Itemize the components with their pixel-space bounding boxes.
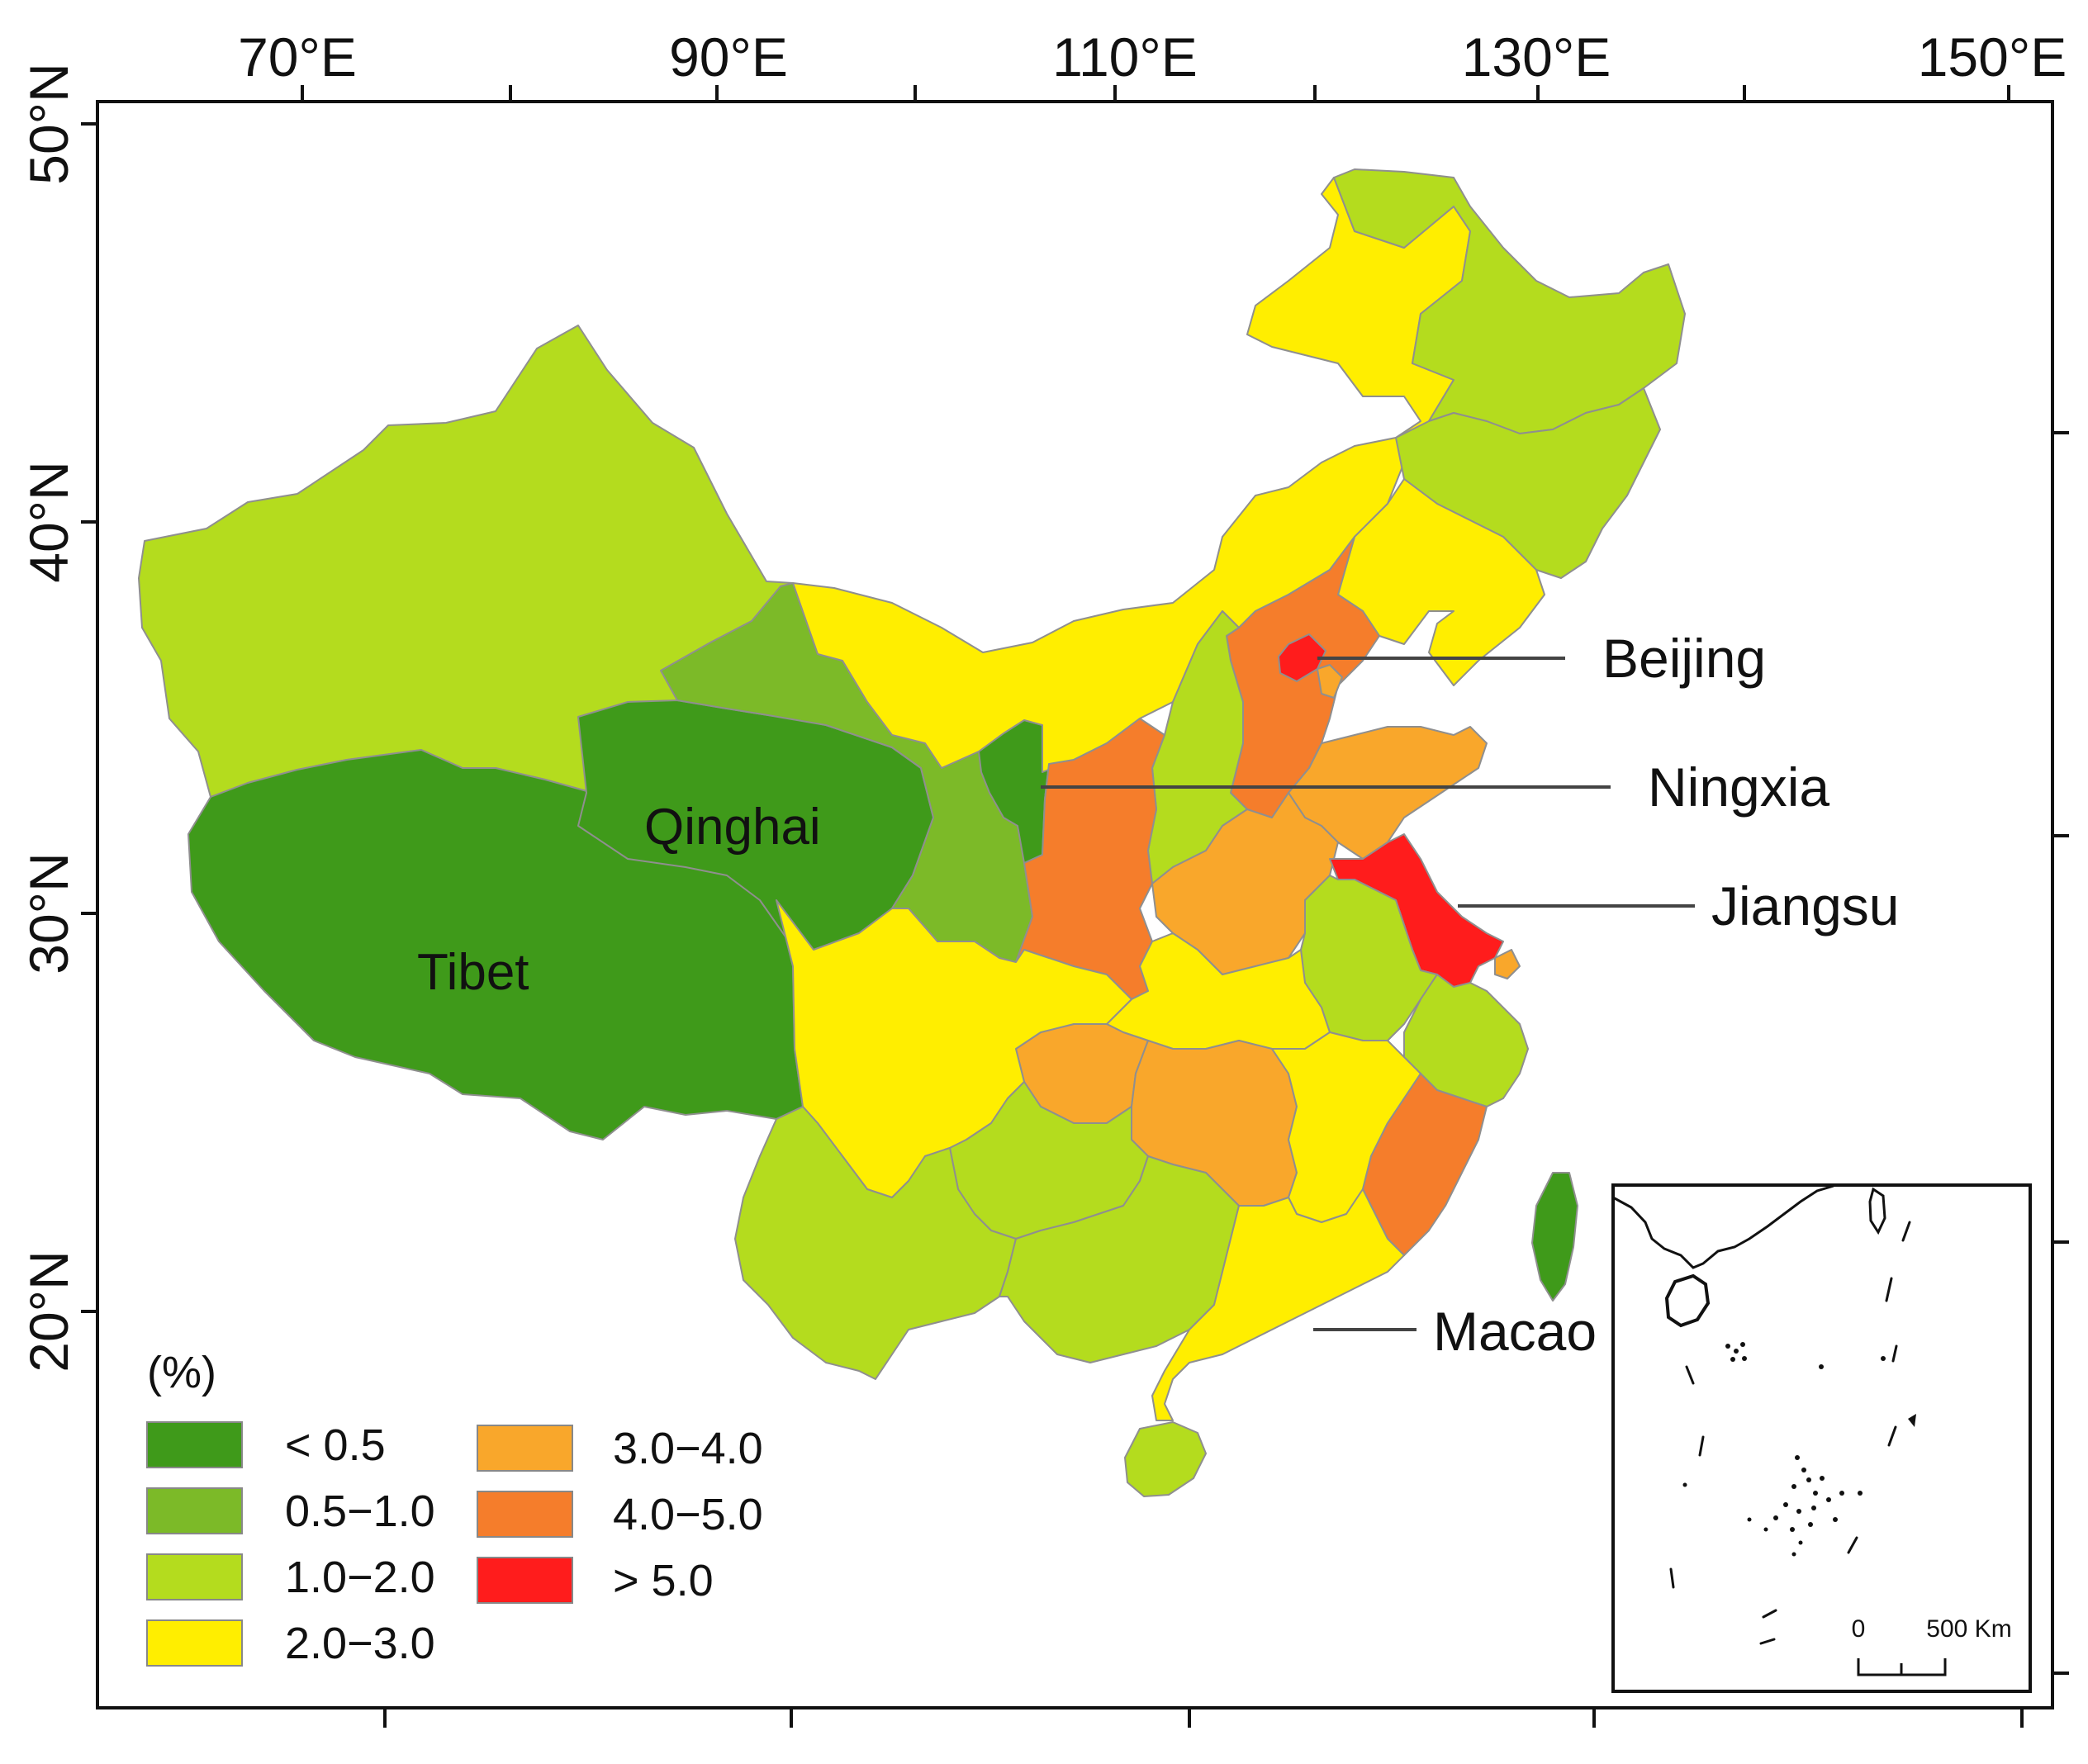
left-ticks xyxy=(81,122,97,1313)
lat-label-30n: 30°N xyxy=(18,852,79,974)
legend-label-1-0-2-0: 1.0−2.0 xyxy=(285,1553,435,1602)
province-beijing xyxy=(1278,633,1326,682)
inset-coastline xyxy=(1612,1184,1834,1269)
region-label-tibet: Tibet xyxy=(417,944,529,1001)
legend-label-gt-5-0: > 5.0 xyxy=(613,1556,714,1605)
callout-beijing: Beijing xyxy=(1602,628,1766,689)
lat-label-20n: 20°N xyxy=(18,1250,79,1372)
province-tianjin xyxy=(1317,664,1343,699)
inset-scale-bar xyxy=(1857,1658,1947,1676)
provinces xyxy=(138,168,1686,1497)
inset-scale-distance: 500 Km xyxy=(1926,1615,2011,1643)
lat-label-50n: 50°N xyxy=(18,63,79,184)
legend-label-4-0-5-0: 4.0−5.0 xyxy=(613,1490,763,1539)
lat-label-40n: 40°N xyxy=(18,461,79,582)
lon-label-130e: 130°E xyxy=(1462,26,1611,88)
lon-label-90e: 90°E xyxy=(669,26,788,88)
lon-label-150e: 150°E xyxy=(1918,26,2067,88)
province-hainan xyxy=(1124,1421,1207,1497)
legend-label-lt-0-5: < 0.5 xyxy=(285,1420,386,1470)
south-china-sea-inset: 0 500 Km xyxy=(1611,1183,2032,1693)
legend-label-3-0-4-0: 3.0−4.0 xyxy=(613,1424,763,1473)
legend-unit: (%) xyxy=(147,1348,216,1397)
lon-label-110e: 110°E xyxy=(1052,26,1198,88)
inset-frame xyxy=(1611,1183,2032,1693)
legend-swatch-2-0-3-0 xyxy=(146,1619,243,1667)
legend-swatch-gt-5-0 xyxy=(477,1557,573,1604)
legend: (%) < 0.5 0.5−1.0 1.0−2.0 2.0−3.0 3.0−4.… xyxy=(146,1348,763,1668)
legend-swatch-lt-0-5 xyxy=(146,1421,243,1468)
region-label-qinghai: Qinghai xyxy=(644,799,821,856)
province-fujian xyxy=(1362,1073,1488,1256)
right-ticks xyxy=(2052,431,2069,1675)
legend-swatch-4-0-5-0 xyxy=(477,1491,573,1538)
inset-hainan-outline xyxy=(1664,1273,1711,1328)
callout-jiangsu: Jiangsu xyxy=(1711,875,1900,937)
bottom-ticks xyxy=(383,1708,2024,1728)
legend-swatch-0-5-1-0 xyxy=(146,1487,243,1534)
legend-label-0-5-1-0: 0.5−1.0 xyxy=(285,1487,435,1536)
inset-islands xyxy=(1682,1342,1916,1557)
callout-lines xyxy=(1041,657,1695,1331)
inset-boundary-dashes xyxy=(1669,1221,1911,1645)
inset-scale-zero: 0 xyxy=(1852,1615,1866,1643)
province-guangdong xyxy=(1151,1188,1405,1421)
legend-swatch-3-0-4-0 xyxy=(477,1425,573,1472)
province-liaoning xyxy=(1337,478,1545,686)
legend-swatch-1-0-2-0 xyxy=(146,1553,243,1600)
inset-island-marker xyxy=(1908,1414,1916,1427)
province-taiwan xyxy=(1531,1172,1578,1302)
callout-ningxia: Ningxia xyxy=(1648,756,1829,818)
legend-label-2-0-3-0: 2.0−3.0 xyxy=(285,1619,435,1668)
inset-taiwan-outline xyxy=(1868,1187,1886,1235)
province-shanghai xyxy=(1494,949,1521,979)
province-yunnan xyxy=(734,1106,1017,1380)
callout-macao: Macao xyxy=(1433,1301,1597,1362)
top-ticks xyxy=(301,85,2010,102)
lon-label-70e: 70°E xyxy=(238,26,357,88)
